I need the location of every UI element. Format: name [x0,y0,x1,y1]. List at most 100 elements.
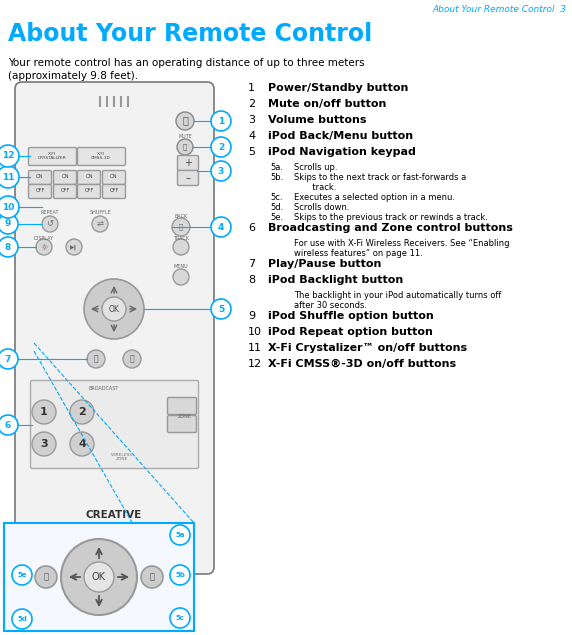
Text: 4: 4 [248,131,255,141]
Text: +: + [184,158,192,168]
Text: 11: 11 [2,173,14,182]
FancyBboxPatch shape [102,171,125,185]
Text: 2: 2 [218,142,224,152]
Text: OK: OK [109,305,120,314]
FancyBboxPatch shape [15,82,214,574]
FancyBboxPatch shape [168,415,197,432]
Text: –: – [185,173,190,183]
Text: 5b.: 5b. [270,173,283,182]
FancyBboxPatch shape [54,171,77,185]
Text: 6: 6 [5,420,11,429]
Text: ON: ON [36,175,43,180]
Text: 10: 10 [248,327,262,337]
Text: 2: 2 [78,407,86,417]
Text: Scrolls up.: Scrolls up. [294,163,337,172]
Text: 1: 1 [40,407,48,417]
FancyBboxPatch shape [177,156,198,171]
Text: 1: 1 [218,116,224,126]
Text: 5: 5 [218,305,224,314]
Text: iPod Back/Menu button: iPod Back/Menu button [268,131,413,141]
Text: 7: 7 [5,354,11,363]
Text: 4: 4 [218,222,224,232]
Text: 🔇: 🔇 [183,144,187,150]
Text: 📖: 📖 [179,224,183,231]
Text: 5e.: 5e. [270,213,283,222]
Text: iPod Repeat option button: iPod Repeat option button [268,327,433,337]
Text: WIRELESS
ZONE: WIRELESS ZONE [111,453,133,461]
Circle shape [70,432,94,456]
Text: 4: 4 [78,439,86,449]
Circle shape [87,350,105,368]
Text: iPod Backlight button: iPod Backlight button [268,275,403,285]
Text: 5a.: 5a. [270,163,283,172]
Circle shape [12,565,32,585]
Text: ⇌: ⇌ [97,220,104,229]
Text: Power/Standby button: Power/Standby button [268,83,408,93]
Text: ZONE: ZONE [178,415,192,420]
Text: 5e: 5e [17,572,27,578]
Text: Executes a selected option in a menu.: Executes a selected option in a menu. [294,193,455,202]
Text: ▶‖: ▶‖ [70,244,78,250]
Text: CREATIVE: CREATIVE [86,510,142,520]
Circle shape [211,137,231,157]
Circle shape [170,608,190,628]
Text: Scrolls down.: Scrolls down. [294,203,349,212]
Text: About Your Remote Control  3: About Your Remote Control 3 [432,5,566,14]
Text: 12: 12 [2,152,14,161]
FancyBboxPatch shape [30,380,198,469]
FancyBboxPatch shape [29,171,51,185]
Circle shape [0,166,19,188]
Text: 1: 1 [248,83,255,93]
Circle shape [211,299,231,319]
Text: iPod Navigation keypad: iPod Navigation keypad [268,147,416,157]
FancyBboxPatch shape [102,185,125,199]
Circle shape [177,139,193,155]
Text: ⏭: ⏭ [149,573,154,582]
Circle shape [211,217,231,237]
Circle shape [176,112,194,130]
Text: 5a: 5a [175,532,185,538]
Text: DISPLAY: DISPLAY [34,236,54,241]
Text: About Your Remote Control: About Your Remote Control [8,22,372,46]
Circle shape [84,279,144,339]
Text: OFF: OFF [61,189,70,194]
FancyBboxPatch shape [77,171,101,185]
Text: BROADCAST: BROADCAST [89,386,119,391]
Text: Broadcasting and Zone control buttons: Broadcasting and Zone control buttons [268,223,513,233]
Text: TRACK: TRACK [173,236,189,241]
FancyBboxPatch shape [168,398,197,415]
Circle shape [36,239,52,255]
Text: Skips to the next track or fast-forwards a
       track.: Skips to the next track or fast-forwards… [294,173,466,192]
Text: 12: 12 [248,359,262,369]
Text: 11: 11 [248,343,262,353]
Circle shape [32,400,56,424]
Text: MUTE: MUTE [178,135,192,140]
Circle shape [102,297,126,321]
Text: Mute on/off button: Mute on/off button [268,99,386,109]
Text: 5d: 5d [17,616,27,622]
Text: 3: 3 [40,439,48,449]
FancyBboxPatch shape [54,185,77,199]
FancyBboxPatch shape [29,147,77,166]
Text: 5: 5 [248,147,255,157]
Circle shape [92,216,108,232]
Text: ON: ON [85,175,93,180]
Text: 5d.: 5d. [270,203,283,212]
FancyBboxPatch shape [77,147,125,166]
Text: ON: ON [61,175,69,180]
Text: RM-001: RM-001 [104,526,125,531]
Circle shape [0,349,18,369]
Text: SHUFFLE: SHUFFLE [89,210,111,215]
Circle shape [61,539,137,615]
Text: For use with X-Fi Wireless Receivers. See “Enabling
wireless features” on page 1: For use with X-Fi Wireless Receivers. Se… [294,239,510,258]
Text: 3: 3 [248,115,255,125]
Circle shape [0,214,18,234]
Circle shape [66,239,82,255]
FancyBboxPatch shape [177,171,198,185]
Text: X-Fi CMSS®-3D on/off buttons: X-Fi CMSS®-3D on/off buttons [268,359,456,369]
Circle shape [141,566,163,588]
Text: OFF: OFF [35,189,45,194]
Circle shape [170,565,190,585]
Text: X-FI
CMSS-3D: X-FI CMSS-3D [91,152,111,160]
Circle shape [211,161,231,181]
